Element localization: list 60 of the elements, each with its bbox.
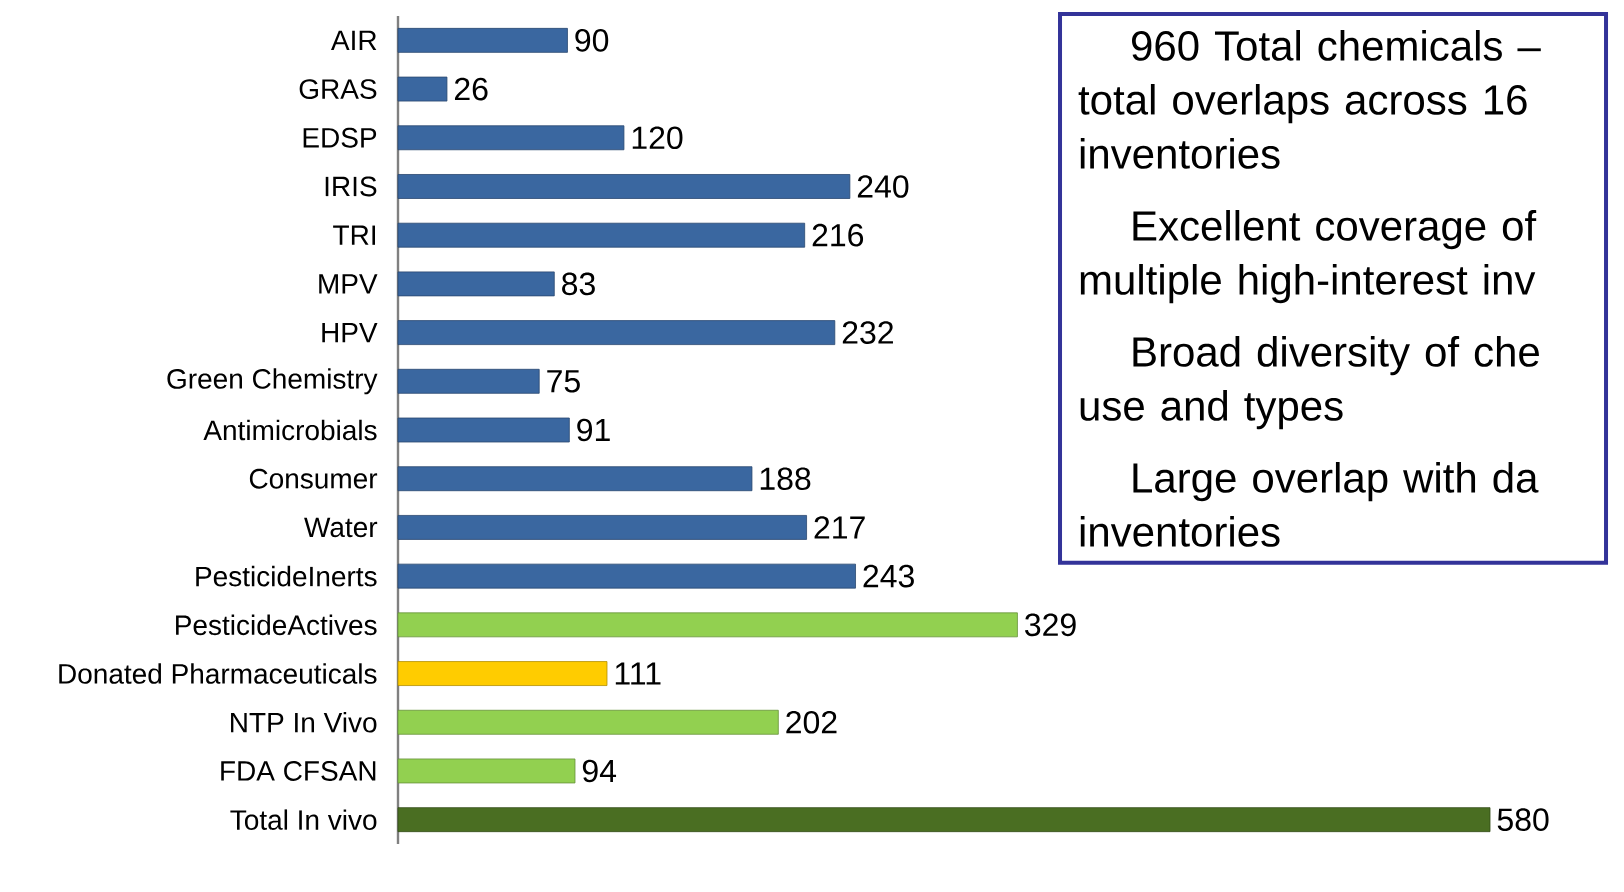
bar xyxy=(397,368,540,394)
annotation: use and types xyxy=(1080,390,1343,430)
y-tick-label: Consumer xyxy=(249,468,378,489)
annotation: inventories xyxy=(1080,516,1280,547)
y-tick-label: AIR xyxy=(330,30,377,50)
bar xyxy=(397,612,1018,638)
bar xyxy=(397,222,806,248)
data-label: 120 xyxy=(632,126,683,150)
data-label: 329 xyxy=(1025,613,1076,637)
y-tick-label: GRAS xyxy=(299,79,377,99)
y-tick-label: Green Chemistry xyxy=(167,368,378,395)
annotation: Broad diversity of che xyxy=(1133,336,1539,376)
bar xyxy=(397,417,570,443)
y-tick-label: PesticideInerts xyxy=(196,565,377,587)
data-label: 240 xyxy=(857,175,909,198)
data-label: 216 xyxy=(812,223,864,247)
y-tick-label: Water xyxy=(304,517,378,538)
y-tick-label: PesticideActives xyxy=(176,614,377,636)
data-label: 94 xyxy=(582,759,617,783)
data-label: 111 xyxy=(615,662,661,685)
y-tick-label: MPV xyxy=(319,274,378,294)
bar xyxy=(397,320,836,345)
data-label: 75 xyxy=(547,370,580,393)
y-tick-label: Donated Pharmaceuticals xyxy=(59,663,377,684)
bar xyxy=(397,515,807,540)
bar xyxy=(397,271,555,297)
bar xyxy=(397,76,448,102)
data-label: 90 xyxy=(575,29,609,52)
data-label: 232 xyxy=(842,321,893,344)
annotation: 960 Total chemicals – xyxy=(1131,30,1541,61)
annotation: multiple high-interest inv xyxy=(1080,264,1536,304)
data-label: 202 xyxy=(786,710,837,734)
annotation: inventories xyxy=(1080,138,1280,169)
bar xyxy=(397,466,753,492)
y-tick-label: Antimicrobials xyxy=(203,419,377,441)
data-label: 580 xyxy=(1497,808,1549,831)
bar xyxy=(397,125,625,151)
data-label: 26 xyxy=(454,77,488,101)
y-tick-label: HPV xyxy=(322,322,378,343)
annotation: Large overlap with da xyxy=(1133,462,1539,502)
bar xyxy=(397,27,568,53)
y-tick-label: NTP In Vivo xyxy=(231,711,377,733)
bar xyxy=(397,709,779,735)
y-tick-label: TRI xyxy=(333,225,376,245)
data-label: 188 xyxy=(760,467,811,491)
data-label: 217 xyxy=(814,516,865,539)
y-tick-label: EDSP xyxy=(303,127,377,148)
annotation: total overlaps across 16 xyxy=(1078,84,1527,124)
bar xyxy=(397,807,1491,833)
y-tick-label: FDA CFSAN xyxy=(221,761,376,781)
data-label: 243 xyxy=(863,564,914,588)
annotation: Excellent coverage of xyxy=(1133,210,1537,250)
y-tick-label: Total In vivo xyxy=(230,809,377,830)
data-label: 83 xyxy=(562,272,595,296)
bar xyxy=(397,563,856,589)
bar xyxy=(397,661,608,686)
data-label: 91 xyxy=(577,418,610,442)
y-tick-label: IRIS xyxy=(325,176,377,197)
bar xyxy=(397,174,851,199)
bar xyxy=(397,758,576,784)
